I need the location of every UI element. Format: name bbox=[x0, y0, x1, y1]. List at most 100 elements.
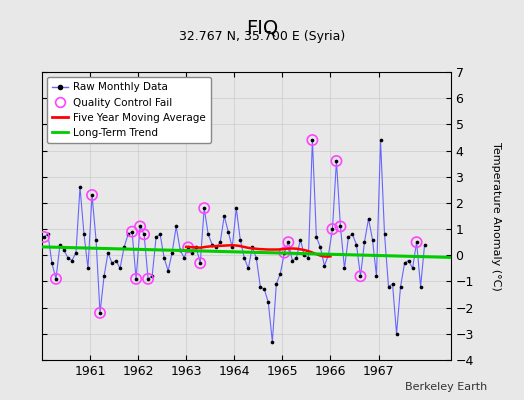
Point bbox=[296, 236, 304, 243]
Point bbox=[148, 273, 156, 280]
Point bbox=[284, 239, 292, 245]
Point bbox=[412, 239, 421, 245]
Point bbox=[208, 242, 216, 248]
Point bbox=[312, 234, 321, 240]
Point bbox=[136, 223, 144, 230]
Point bbox=[316, 244, 325, 251]
Point bbox=[288, 257, 297, 264]
Point bbox=[300, 252, 309, 258]
Point bbox=[56, 242, 64, 248]
Point bbox=[196, 260, 204, 266]
Point bbox=[168, 250, 176, 256]
Point bbox=[88, 192, 96, 198]
Point bbox=[132, 276, 140, 282]
Point bbox=[420, 242, 429, 248]
Point bbox=[64, 255, 72, 261]
Text: 32.767 N, 35.700 E (Syria): 32.767 N, 35.700 E (Syria) bbox=[179, 30, 345, 43]
Point bbox=[216, 239, 224, 245]
Point bbox=[328, 226, 336, 232]
Point bbox=[380, 231, 389, 238]
Point bbox=[184, 244, 192, 251]
Point bbox=[92, 236, 100, 243]
Point bbox=[60, 247, 68, 253]
Point bbox=[340, 265, 348, 272]
Point bbox=[40, 234, 48, 240]
Point bbox=[220, 213, 228, 219]
Point bbox=[180, 255, 188, 261]
Point bbox=[280, 250, 289, 256]
Point bbox=[140, 231, 148, 238]
Point bbox=[344, 234, 353, 240]
Point bbox=[140, 231, 148, 238]
Text: FIQ: FIQ bbox=[246, 18, 278, 37]
Point bbox=[280, 250, 289, 256]
Point bbox=[204, 231, 212, 238]
Point bbox=[308, 137, 316, 143]
Point bbox=[361, 239, 369, 245]
Point bbox=[412, 239, 421, 245]
Point bbox=[240, 255, 248, 261]
Point bbox=[128, 228, 136, 235]
Point bbox=[388, 281, 397, 287]
Point bbox=[52, 276, 60, 282]
Point bbox=[356, 273, 365, 280]
Point bbox=[84, 265, 92, 272]
Point bbox=[232, 205, 241, 211]
Point bbox=[408, 265, 417, 272]
Point bbox=[376, 137, 385, 143]
Point bbox=[184, 244, 192, 251]
Point bbox=[405, 257, 413, 264]
Point bbox=[396, 284, 405, 290]
Point bbox=[200, 205, 209, 211]
Point bbox=[43, 231, 52, 238]
Point bbox=[80, 231, 88, 238]
Point bbox=[120, 244, 128, 251]
Point bbox=[152, 234, 160, 240]
Point bbox=[304, 255, 313, 261]
Point bbox=[332, 158, 341, 164]
Point bbox=[132, 276, 140, 282]
Point bbox=[368, 236, 377, 243]
Point bbox=[76, 184, 84, 190]
Point bbox=[88, 192, 96, 198]
Point bbox=[268, 338, 277, 345]
Point bbox=[160, 255, 168, 261]
Point bbox=[284, 239, 292, 245]
Point bbox=[228, 244, 236, 251]
Point bbox=[124, 231, 132, 238]
Point bbox=[52, 276, 60, 282]
Point bbox=[112, 257, 121, 264]
Point bbox=[392, 331, 401, 337]
Point bbox=[68, 257, 76, 264]
Point bbox=[332, 158, 341, 164]
Point bbox=[276, 270, 285, 277]
Point bbox=[40, 234, 48, 240]
Point bbox=[236, 236, 245, 243]
Point bbox=[108, 260, 116, 266]
Point bbox=[104, 250, 112, 256]
Point bbox=[116, 265, 124, 272]
Point bbox=[100, 273, 108, 280]
Point bbox=[256, 284, 265, 290]
Point bbox=[224, 228, 233, 235]
Point bbox=[252, 255, 260, 261]
Point bbox=[324, 252, 333, 258]
Text: Berkeley Earth: Berkeley Earth bbox=[405, 382, 487, 392]
Point bbox=[248, 244, 256, 251]
Point bbox=[417, 284, 425, 290]
Point bbox=[200, 205, 209, 211]
Legend: Raw Monthly Data, Quality Control Fail, Five Year Moving Average, Long-Term Tren: Raw Monthly Data, Quality Control Fail, … bbox=[47, 77, 211, 143]
Point bbox=[320, 262, 329, 269]
Point bbox=[144, 276, 152, 282]
Point bbox=[292, 255, 301, 261]
Point bbox=[96, 310, 104, 316]
Point bbox=[188, 250, 196, 256]
Point bbox=[144, 276, 152, 282]
Point bbox=[156, 231, 165, 238]
Point bbox=[172, 223, 180, 230]
Point bbox=[164, 268, 172, 274]
Point bbox=[384, 284, 392, 290]
Point bbox=[308, 137, 316, 143]
Point bbox=[364, 216, 373, 222]
Point bbox=[352, 242, 361, 248]
